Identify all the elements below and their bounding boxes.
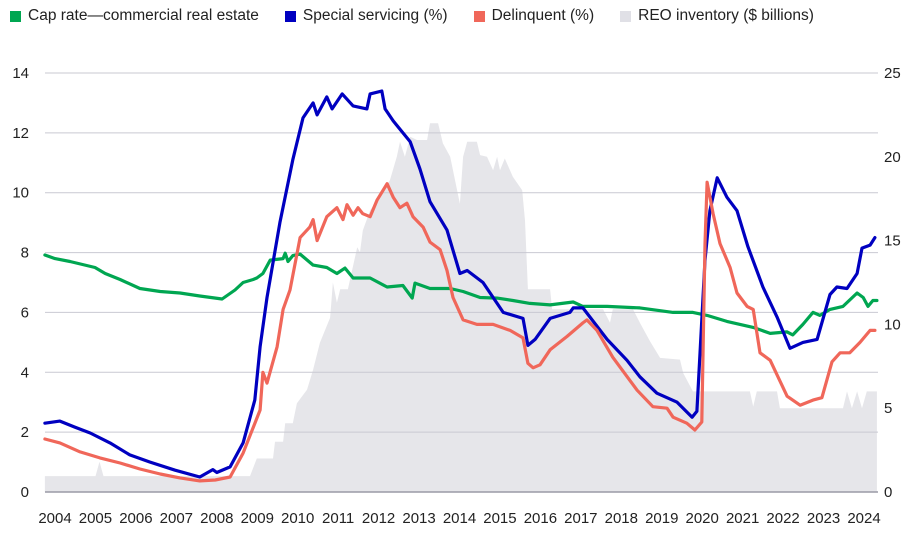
x-tick-label: 2021 [726,510,759,527]
legend-label-delinquent: Delinquent (%) [491,7,595,24]
y-tick-label: 2 [21,424,29,441]
x-tick-label: 2024 [847,510,880,527]
y-tick-label: 12 [12,125,29,142]
x-tick-label: 2017 [564,510,597,527]
y-tick-label: 10 [12,185,29,202]
x-tick-label: 2015 [483,510,516,527]
x-tick-label: 2009 [241,510,274,527]
legend-swatch-cap-rate [10,10,21,22]
x-tick-label: 2007 [160,510,193,527]
y2-tick-label: 5 [884,400,892,417]
x-tick-label: 2011 [322,510,354,527]
x-tick-label: 2008 [200,510,233,527]
legend-item-delinquent: Delinquent (%) [473,7,595,25]
x-tick-label: 2016 [524,510,557,527]
x-tick-label: 2020 [686,510,719,527]
x-tick-label: 2023 [807,510,840,527]
cap-rate-line [43,251,879,337]
y2-tick-label: 15 [884,233,901,250]
y-tick-label: 8 [21,245,29,262]
legend: Cap rate—commercial real estate Special … [10,7,814,25]
legend-item-reo: REO inventory ($ billions) [620,7,814,25]
legend-swatch-delinquent [473,10,485,22]
delinquent-line [43,180,877,483]
special-servicing-line [43,89,877,479]
y-tick-label: 14 [12,65,29,82]
x-tick-label: 2018 [605,510,638,527]
x-tick-label: 2022 [766,510,799,527]
x-tick-label: 2019 [645,510,678,527]
legend-label-special-servicing: Special servicing (%) [302,7,448,24]
legend-label-cap-rate: Cap rate—commercial real estate [28,7,259,24]
x-tick-label: 2010 [281,510,314,527]
y2-tick-label: 25 [884,65,901,82]
y-tick-label: 4 [21,364,29,381]
x-tick-label: 2006 [119,510,152,527]
legend-item-special-servicing: Special servicing (%) [284,7,448,25]
y2-tick-label: 0 [884,484,892,501]
legend-swatch-special-servicing [284,10,296,22]
y-tick-label: 0 [21,484,29,501]
x-tick-label: 2005 [79,510,112,527]
legend-swatch-reo [620,10,632,22]
x-tick-label: 2014 [443,510,476,527]
y2-tick-label: 10 [884,316,901,333]
x-tick-label: 2013 [402,510,435,527]
y2-tick-label: 20 [884,149,901,166]
legend-item-cap-rate: Cap rate—commercial real estate [10,7,259,25]
legend-label-reo: REO inventory ($ billions) [638,7,814,24]
x-tick-label: 2012 [362,510,395,527]
x-tick-label: 2004 [38,510,71,527]
y-tick-label: 6 [21,304,29,321]
